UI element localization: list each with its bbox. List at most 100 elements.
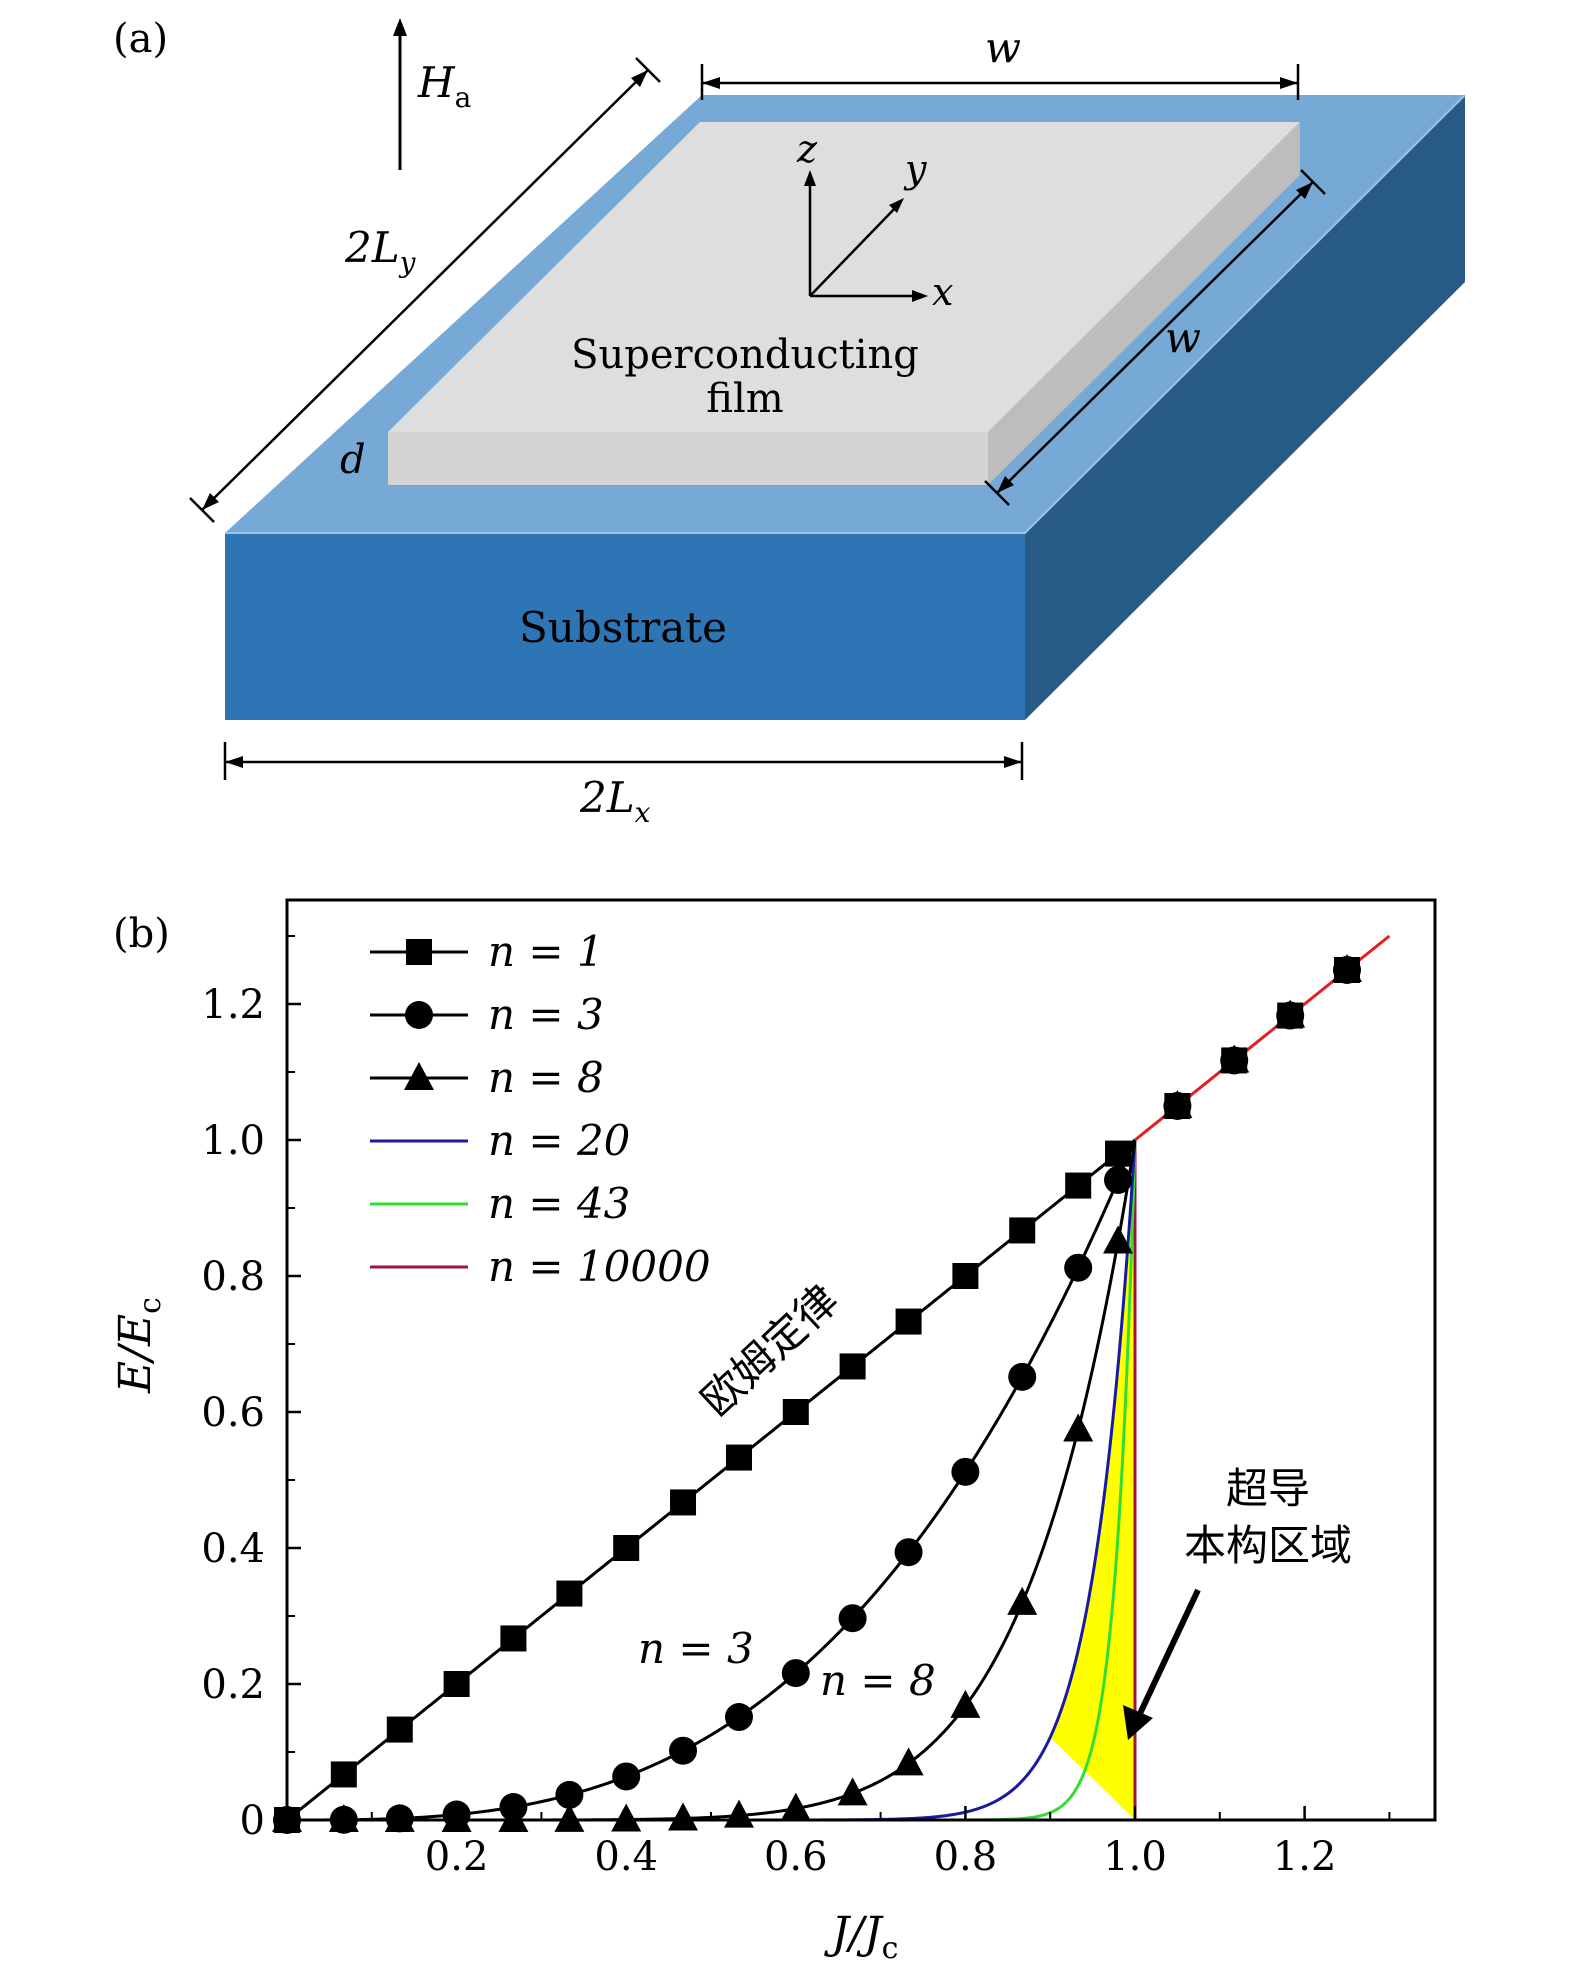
- panel-b: (b) 0.2 0.4 0.6 0.8 1.0 1.2 0 0.2 0.4 0.6 0.8 1.0 1.…: [110, 898, 1437, 1966]
- x-tick-label: 1.0: [1103, 1834, 1167, 1880]
- series-line-n1: [286, 1138, 1136, 1822]
- w-dimension-side: [996, 181, 1314, 494]
- marker-triangle-7: [668, 1802, 699, 1831]
- legend-label: n = 1: [488, 927, 604, 976]
- plot-axes: 0.2 0.4 0.6 0.8 1.0 1.2 0 0.2 0.4 0.6 0.8 1.0 1.2: [201, 898, 1437, 1880]
- legend-marker-triangle: [404, 1062, 434, 1090]
- annotation-arrow: [1134, 1588, 1201, 1722]
- w-arrow-left: [702, 77, 720, 89]
- x-tick-label: 0.6: [764, 1834, 828, 1880]
- marker-triangle-10: [837, 1777, 868, 1806]
- marker-triangle-17: [1219, 1044, 1250, 1073]
- legend: n = 1 n = 3 n = 8 n = 20 n = 43 n = 10000: [370, 927, 711, 1291]
- marker-triangle-4: [498, 1803, 529, 1832]
- marker-triangle-12: [950, 1689, 981, 1718]
- marker-circle-8: [724, 1703, 753, 1732]
- film-label-line1: Superconducting: [571, 332, 919, 378]
- y-tick-label: 0.8: [201, 1254, 265, 1300]
- x-tick-label: 0.4: [594, 1834, 658, 1880]
- marker-square-14: [1065, 1172, 1092, 1199]
- marker-circle-15: [1104, 1165, 1133, 1194]
- marker-circle-10: [838, 1604, 867, 1633]
- axis-x-label: x: [932, 270, 953, 314]
- legend-label: n = 3: [488, 990, 604, 1039]
- axis-z-head: [804, 170, 816, 186]
- marker-circle-14: [1064, 1253, 1093, 1282]
- legend-label: n = 20: [488, 1116, 630, 1165]
- superconducting-region-fill: [1050, 1140, 1135, 1820]
- film-label-line2: film: [706, 376, 783, 422]
- x-tick-label: 0.8: [934, 1834, 998, 1880]
- axis-z-label: z: [796, 127, 818, 171]
- x-axis-title: J/Jc: [824, 1908, 899, 1966]
- marker-circle-9: [781, 1659, 810, 1688]
- lx-arrow-left: [225, 756, 243, 768]
- marker-circle-13: [1008, 1362, 1037, 1391]
- x-tick-label: 0.2: [425, 1834, 489, 1880]
- substrate-label: Substrate: [519, 603, 727, 652]
- y-tick-label: 0: [240, 1798, 265, 1844]
- plot-frame: [285, 898, 1437, 1822]
- legend-label: n = 10000: [488, 1242, 711, 1291]
- marker-square-13: [1009, 1217, 1036, 1244]
- marker-circle-5: [555, 1780, 584, 1809]
- w-side-arrow-bottom: [997, 476, 1014, 493]
- w-label-top: w: [985, 23, 1021, 72]
- marker-triangle-13: [1007, 1586, 1038, 1615]
- ly-label: 2Ly: [344, 223, 417, 279]
- marker-triangle-14: [1063, 1413, 1094, 1442]
- ly-arrow-bottom: [202, 493, 219, 510]
- marker-square-9: [782, 1399, 809, 1425]
- marker-square-8: [725, 1444, 752, 1471]
- axis-y-label: y: [903, 147, 927, 191]
- marker-square-1: [330, 1761, 357, 1788]
- y-tick-label: 1.0: [201, 1118, 265, 1164]
- annotation-region-line1: 超导: [1226, 1464, 1310, 1513]
- marker-square-10: [839, 1353, 866, 1380]
- x-tick-label: 1.2: [1273, 1834, 1337, 1880]
- legend-marker-circle: [405, 1001, 433, 1029]
- marker-circle-6: [612, 1762, 641, 1791]
- panel-a-label: (a): [113, 16, 168, 62]
- axis-y-head: [889, 198, 904, 213]
- axis-y-line: [809, 204, 899, 297]
- marker-square-5: [556, 1580, 583, 1607]
- marker-triangle-16: [1162, 1090, 1193, 1118]
- thickness-label: d: [340, 437, 366, 483]
- film-side: [988, 122, 1300, 485]
- marker-square-15: [1105, 1140, 1132, 1167]
- field-label: Ha: [417, 58, 471, 114]
- y-tick-label: 1.2: [201, 982, 265, 1028]
- annotation-region-line2: 本构区域: [1184, 1521, 1352, 1570]
- ly-dimension: [201, 69, 649, 511]
- y-tick-label: 0.2: [201, 1662, 265, 1708]
- marker-triangle-2: [384, 1803, 415, 1832]
- substrate-edge: [225, 94, 1466, 534]
- marker-square-2: [386, 1716, 413, 1743]
- annotation-n8: n = 8: [820, 1656, 936, 1705]
- marker-square-6: [613, 1535, 640, 1561]
- legend-marker-square: [406, 939, 432, 965]
- marker-triangle-11: [893, 1747, 924, 1776]
- annotation-ohm-law: 欧姆定律: [691, 1275, 847, 1425]
- legend-label: n = 43: [488, 1179, 630, 1228]
- film-top: [388, 122, 1300, 432]
- legend-label: n = 8: [488, 1053, 604, 1102]
- film-front: [388, 432, 988, 485]
- series-line-n3: [287, 1139, 1137, 1822]
- marker-square-3: [443, 1671, 470, 1697]
- panel-a: (a) Ha w 2Ly w: [113, 16, 1466, 829]
- substrate-front: [225, 533, 1025, 720]
- marker-circle-7: [669, 1736, 698, 1765]
- axis-x-head: [912, 290, 928, 302]
- w-label-side: w: [1165, 313, 1201, 362]
- lx-arrow-right: [1004, 756, 1022, 768]
- marker-triangle-18: [1275, 999, 1306, 1028]
- panel-b-label: (b): [113, 911, 170, 957]
- marker-square-12: [952, 1263, 979, 1289]
- marker-triangle-19: [1332, 954, 1362, 982]
- substrate-side: [1025, 95, 1465, 720]
- field-arrow-head: [393, 18, 407, 36]
- annotation-arrow-head: [1123, 1705, 1153, 1740]
